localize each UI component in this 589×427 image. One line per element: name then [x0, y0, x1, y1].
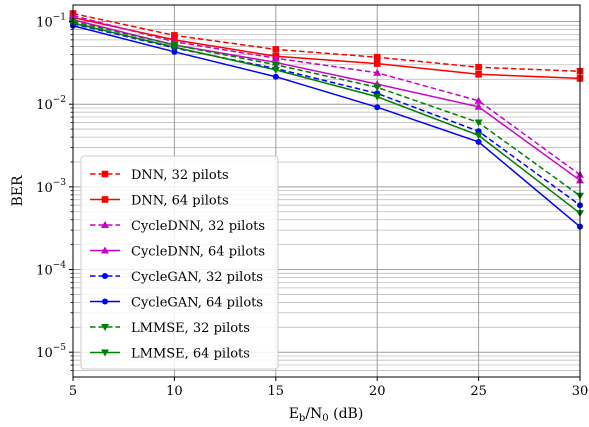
data-point [475, 138, 482, 145]
series-line [72, 24, 581, 228]
legend-label: CycleDNN, 64 pilots [131, 245, 265, 260]
legend-item: LMMSE, 32 pilots [90, 321, 250, 336]
legend-marker [101, 221, 109, 228]
data-point [272, 73, 279, 80]
legend-marker [102, 273, 108, 279]
y-tick-label: 10−2 [36, 95, 66, 113]
data-point [373, 53, 381, 61]
data-point [171, 32, 178, 39]
y-axis-label: BER [10, 175, 26, 207]
legend-marker [101, 196, 109, 203]
data-point [474, 132, 483, 140]
data-point [271, 54, 280, 62]
legend-label: DNN, 64 pilots [131, 194, 229, 209]
x-tick-label: 5 [69, 384, 77, 399]
data-point [475, 70, 482, 78]
legend-item: DNN, 32 pilots [90, 168, 229, 183]
x-tick-label: 30 [572, 384, 589, 399]
x-tick-labels: 5 10 15 20 25 30 [69, 384, 588, 399]
x-tick-label: 25 [470, 384, 487, 399]
data-point [373, 68, 382, 76]
y-tick-label: 10−3 [36, 178, 66, 196]
legend-marker [101, 324, 109, 331]
y-tick-label: 10−5 [36, 343, 66, 361]
y-tick-label: 10−4 [36, 261, 66, 279]
legend-item: CycleGAN, 32 pilots [90, 270, 263, 285]
legend-label: CycleGAN, 32 pilots [131, 270, 263, 285]
legend-label: CycleDNN, 32 pilots [131, 219, 265, 234]
x-tick-label: 15 [268, 384, 285, 399]
x-tick-label: 20 [369, 384, 386, 399]
data-point [474, 102, 483, 110]
legend-box [80, 155, 279, 370]
legend-marker [102, 298, 108, 305]
legend-marker [101, 170, 109, 178]
legend-item: CycleDNN, 64 pilots [90, 245, 265, 260]
series-line [72, 20, 581, 197]
legend-label: DNN, 32 pilots [131, 168, 229, 183]
legend: DNN, 32 pilots DNN, 64 pilots CycleDNN, 32… [80, 155, 279, 370]
legend-item: DNN, 64 pilots [90, 194, 229, 209]
series-line [72, 12, 581, 73]
data-point [475, 63, 482, 71]
legend-marker [101, 349, 109, 357]
x-tick-label: 10 [166, 384, 183, 399]
data-point [271, 61, 280, 69]
data-point [373, 60, 381, 67]
data-point [474, 96, 483, 104]
ticks-layer [69, 21, 581, 381]
legend-item: CycleGAN, 64 pilots [90, 296, 263, 311]
legend-marker [101, 246, 109, 254]
data-point [272, 46, 280, 53]
data-point [171, 48, 178, 55]
y-tick-label: 10−1 [36, 13, 66, 31]
series-line [72, 14, 581, 176]
legend-item: CycleDNN, 32 pilots [90, 219, 265, 234]
legend-label: LMMSE, 64 pilots [131, 347, 250, 362]
y-tick-labels: 10−5 10−4 10−3 10−2 10−1 [36, 13, 66, 362]
data-point [373, 84, 382, 92]
legend-item: LMMSE, 64 pilots [90, 347, 250, 362]
data-point [374, 104, 381, 111]
data-point [474, 119, 483, 127]
series-line [72, 22, 581, 214]
legend-label: CycleGAN, 64 pilots [131, 296, 263, 311]
data-point [373, 93, 382, 101]
data-point [170, 44, 179, 52]
x-axis-label: Eb/N0 (dB) [289, 406, 364, 424]
data-point [271, 66, 280, 74]
legend-label: LMMSE, 32 pilots [131, 321, 250, 336]
series-line [72, 16, 581, 80]
